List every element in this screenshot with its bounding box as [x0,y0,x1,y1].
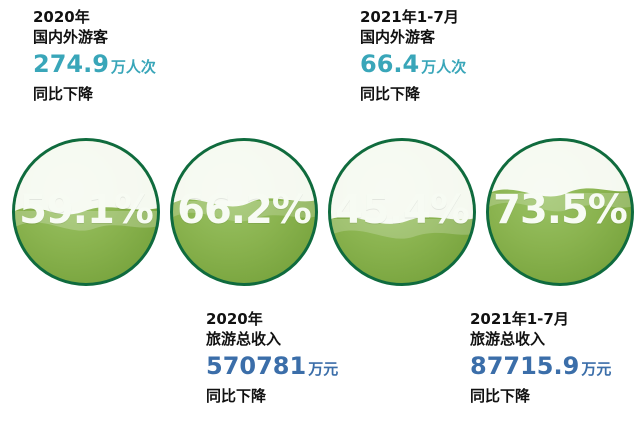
metric-value-row: 66.4 万人次 [360,52,466,77]
year-label: 2020年 [206,310,263,328]
year-label: 2020年 [33,8,90,26]
stat-block-2021-visitors: 2021年1-7月 国内外游客 66.4 万人次 同比下降 [360,8,466,103]
percent-text: 73.5% [493,187,628,233]
metric-value: 274.9 [33,49,109,78]
percent-text: 45.4% [335,187,470,233]
metric-unit: 万人次 [421,57,467,76]
wave-graphic [331,141,473,239]
year-label: 2021年1-7月 [360,8,459,26]
change-label: 同比下降 [470,386,531,405]
stat-block-2021-revenue: 2021年1-7月 旅游总收入 87715.9 万元 同比下降 [470,310,611,405]
change-label: 同比下降 [206,386,267,405]
metric-unit: 万人次 [110,57,156,76]
metric-value: 570781 [206,351,307,380]
wave-graphic [15,141,157,231]
metric-value: 87715.9 [470,351,580,380]
percent-circle-4: 73.5% [486,138,634,286]
metric-value-row: 570781 万元 [206,354,338,379]
metric-value-row: 274.9 万人次 [33,52,156,77]
year-label: 2021年1-7月 [470,310,569,328]
percent-circle-1: 59.1% [12,138,160,286]
metric-unit: 万元 [581,359,612,378]
metric-value-row: 87715.9 万元 [470,354,611,379]
stat-block-2020-visitors: 2020年 国内外游客 274.9 万人次 同比下降 [33,8,156,103]
metric-label: 旅游总收入 [470,329,546,348]
metric-label: 旅游总收入 [206,329,282,348]
wave-graphic [489,141,631,212]
percent-circle-2: 66.2% [170,138,318,286]
change-label: 同比下降 [360,84,421,103]
change-label: 同比下降 [33,84,94,103]
wave-graphic [173,141,315,222]
stat-block-2020-revenue: 2020年 旅游总收入 570781 万元 同比下降 [206,310,338,405]
percent-text: 59.1% [19,187,154,233]
metric-label: 国内外游客 [33,27,109,46]
metric-value: 66.4 [360,49,420,78]
metric-label: 国内外游客 [360,27,436,46]
metric-unit: 万元 [308,359,339,378]
percent-circle-3: 45.4% [328,138,476,286]
percent-text: 66.2% [177,187,312,233]
